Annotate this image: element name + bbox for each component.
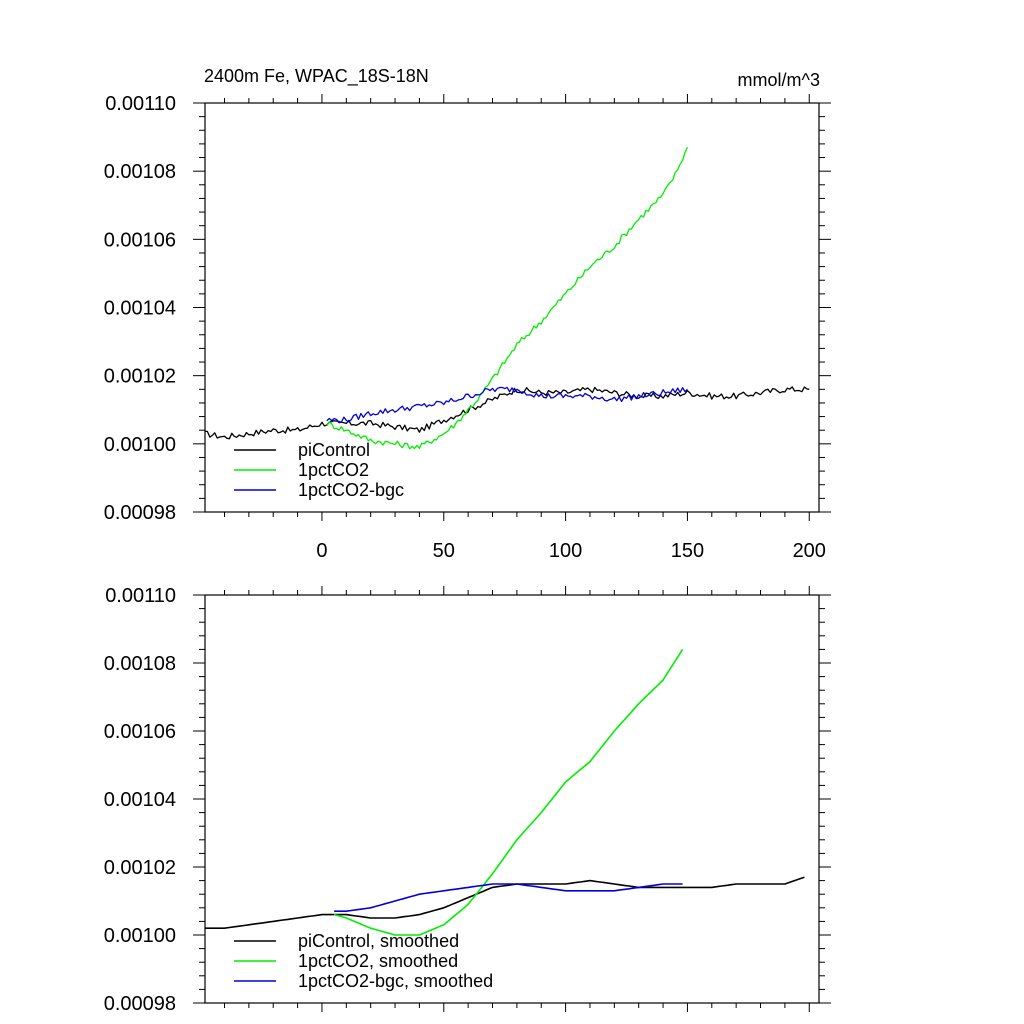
series-line-1pctco2-bgc-smoothed <box>334 883 683 913</box>
top-panel: 2400m Fe, WPAC_18S-18N mmol/m^3 0 50 100 15… <box>104 66 831 562</box>
x-tick-label: 0 <box>316 540 327 562</box>
legend-label: 1pctCO2-bgc <box>298 480 404 500</box>
legend-label: piControl, smoothed <box>298 931 459 951</box>
series-line-picontrol <box>204 386 810 440</box>
y-tick-label: 0.00104 <box>104 789 176 811</box>
y-tick-label: 0.00102 <box>104 857 176 879</box>
bottom-panel-tick-labels: 0.00098 0.00100 0.00102 0.00104 0.00106 0.001… <box>104 585 176 1015</box>
series-line-picontrol-smoothed <box>205 876 805 930</box>
series-line-1pctco2 <box>326 147 688 450</box>
bottom-panel-ticks <box>193 586 831 1012</box>
top-panel-units: mmol/m^3 <box>738 70 820 90</box>
y-tick-label: 0.00108 <box>104 161 176 183</box>
legend-label: 1pctCO2, smoothed <box>298 951 458 971</box>
bottom-panel-lines <box>205 648 805 936</box>
y-tick-label: 0.00106 <box>104 229 176 251</box>
y-tick-label: 0.00100 <box>104 925 176 947</box>
x-tick-label: 200 <box>793 540 826 562</box>
series-line-1pctco2-bgc <box>326 386 688 424</box>
legend-label: piControl <box>298 440 370 460</box>
legend-label: 1pctCO2-bgc, smoothed <box>298 971 493 991</box>
series-line-1pctco2-smoothed <box>333 648 684 936</box>
y-tick-label: 0.00106 <box>104 721 176 743</box>
y-tick-label: 0.00102 <box>104 366 176 388</box>
y-tick-label: 0.00110 <box>105 93 176 115</box>
y-tick-label: 0.00108 <box>104 653 176 675</box>
legend-label: 1pctCO2 <box>298 460 369 480</box>
y-tick-label: 0.00098 <box>104 993 176 1015</box>
y-tick-label: 0.00098 <box>104 502 176 524</box>
y-tick-label: 0.00104 <box>104 298 176 320</box>
bottom-panel: 0.00098 0.00100 0.00102 0.00104 0.00106 0.001… <box>104 585 831 1015</box>
x-tick-label: 150 <box>671 540 704 562</box>
top-panel-title: 2400m Fe, WPAC_18S-18N <box>204 66 429 87</box>
x-tick-label: 100 <box>549 540 582 562</box>
y-tick-label: 0.00110 <box>105 585 176 607</box>
top-panel-tick-labels: 0 50 100 150 200 0.00098 0.00100 0.00102 0.00104… <box>104 93 826 562</box>
top-panel-lines <box>204 147 810 450</box>
x-tick-label: 50 <box>433 540 455 562</box>
y-tick-label: 0.00100 <box>104 434 176 456</box>
top-panel-ticks <box>193 94 831 521</box>
